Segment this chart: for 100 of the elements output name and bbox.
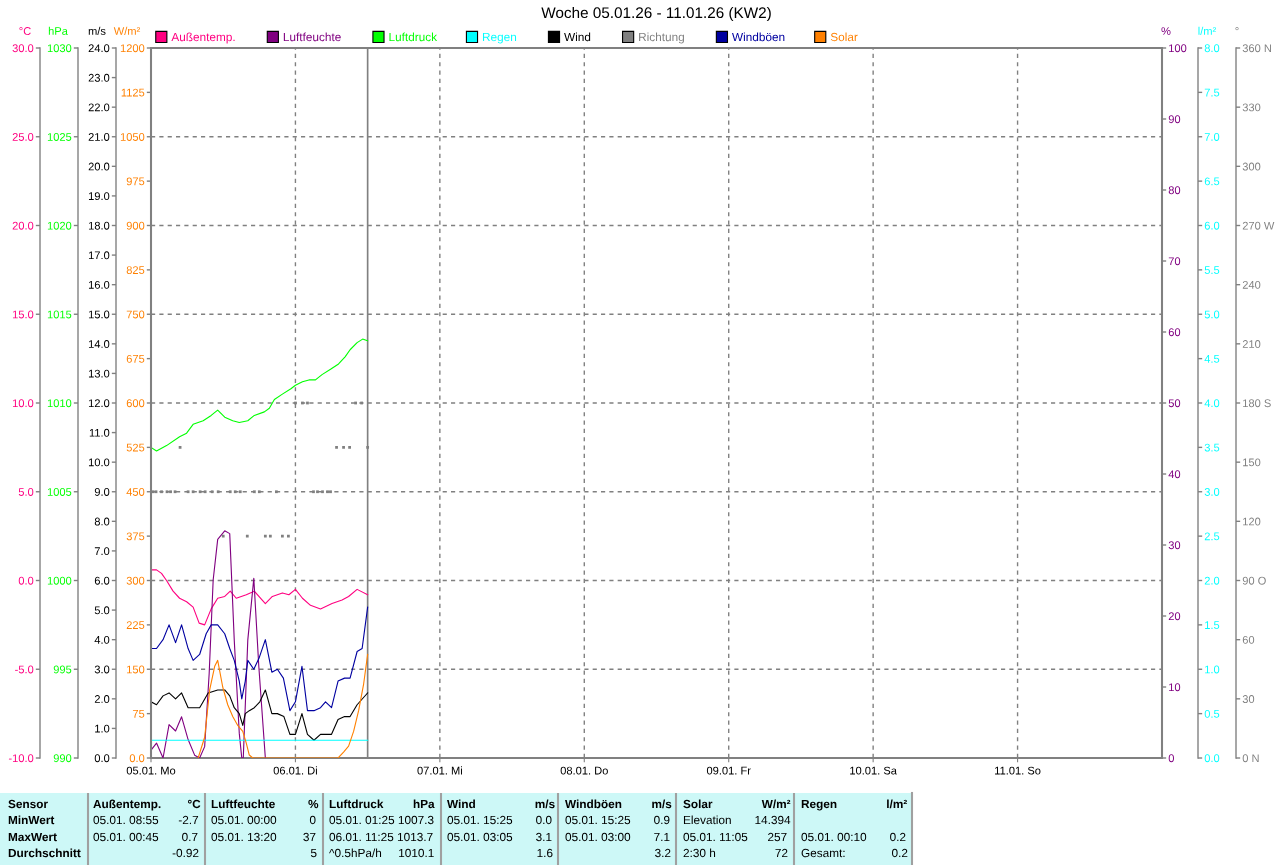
y-tick-label: 1.0: [95, 724, 110, 733]
point: [326, 490, 329, 494]
y-tick-label: 11.0: [89, 428, 110, 437]
text: Sensor: [8, 799, 48, 809]
y2-tick-label: 6.0: [1204, 221, 1220, 230]
y2-tick-label: 90: [1168, 115, 1181, 124]
point: [221, 534, 225, 538]
x-tick-label: 05.01. Mo: [126, 766, 176, 775]
y-tick-label: 22.0: [88, 103, 110, 112]
y3-tick-label: 240: [1242, 280, 1261, 289]
text: MaxWert: [8, 832, 57, 842]
y3-tick-label: 90 O: [1242, 576, 1266, 585]
text: 06.01. 11:25 1013.7: [329, 832, 433, 842]
x-tick-label: 09.01. Fr: [706, 766, 751, 775]
y-axis-title: W/m²: [113, 26, 141, 35]
y-tick-label: 750: [126, 310, 145, 319]
y2-tick-label: 1.0: [1205, 665, 1220, 674]
text: 1.6: [537, 848, 553, 858]
y-tick-label: 300: [126, 576, 145, 585]
text: 05.01. 00:45 0.7: [93, 832, 198, 842]
legend-label: Luftfeuchte: [283, 32, 341, 42]
point: [252, 490, 256, 494]
point: [210, 490, 214, 494]
legend-label: Wind: [564, 32, 591, 42]
y2-tick-label: 5.0: [1204, 310, 1220, 319]
y3-tick-label: 1030: [47, 44, 72, 53]
y-tick-label: 1050: [120, 133, 145, 141]
y-tick-label: 16.0: [88, 280, 110, 289]
text: 05.01. 11:05 257: [683, 832, 787, 842]
y-tick-label: 23.0: [88, 73, 110, 82]
y3-axis-title: hPa: [48, 26, 68, 35]
y2-tick-label: 70: [1168, 257, 1181, 266]
text: 05.01. 00:00 0: [211, 815, 316, 825]
y2-tick-label: 100: [1169, 44, 1187, 53]
text: 05.01. 01:25 1007.3: [329, 815, 434, 825]
y-tick-label: 10.0: [12, 399, 34, 408]
y3-axis-title: °: [1235, 27, 1239, 31]
text: 3.2: [655, 848, 671, 858]
y-tick-label: 150: [127, 665, 145, 674]
y-tick-label: 450: [126, 488, 145, 496]
y3-tick-label: 1005: [47, 488, 72, 496]
y-tick-label: 24.0: [88, 44, 110, 53]
text: Wind m/s: [447, 799, 555, 809]
y2-tick-label: 1.5: [1205, 621, 1220, 630]
y-tick-label: 13.0: [88, 369, 110, 378]
y2-tick-label: 6.5: [1204, 177, 1220, 186]
legend-label: Windböen: [732, 32, 785, 42]
y2-tick-label: 8.0: [1204, 44, 1220, 53]
x-tick-label: 10.01. Sa: [850, 766, 897, 775]
text: 05.01. 15:25 0.0: [447, 815, 552, 825]
y-axis-title: m/s: [88, 26, 106, 35]
text: Luftfeuchte %: [211, 799, 319, 809]
y3-tick-label: 60: [1242, 635, 1255, 644]
y2-axis-title: %: [1161, 27, 1171, 35]
point: [348, 445, 351, 449]
y-tick-label: 5.0: [94, 606, 110, 615]
y-tick-label: 5.0: [18, 488, 34, 496]
y-tick-label: 525: [126, 443, 145, 452]
y-tick-label: 4.0: [94, 635, 110, 644]
y2-axis-title: l/m²: [1198, 26, 1217, 35]
y-tick-label: 2.0: [94, 695, 110, 703]
y-tick-label: 17.0: [88, 251, 110, 260]
y3-tick-label: 1010: [47, 399, 72, 408]
y3-tick-label: 270 W: [1242, 221, 1275, 230]
y2-tick-label: 60: [1168, 328, 1181, 337]
y-tick-label: 0.0: [129, 754, 145, 763]
y-tick-label: 21.0: [88, 133, 110, 141]
point: [203, 490, 207, 494]
y3-tick-label: 0 N: [1242, 754, 1259, 763]
y2-tick-label: 0.5: [1204, 709, 1220, 718]
y3-tick-label: 300: [1242, 162, 1261, 171]
y3-tick-label: 30: [1242, 695, 1255, 703]
y3-tick-label: 210: [1242, 340, 1261, 348]
y3-tick-label: 995: [53, 665, 72, 674]
x-tick-label: 06.01. Di: [273, 766, 317, 775]
y-tick-label: 600: [126, 399, 145, 408]
y3-tick-label: 150: [1243, 458, 1261, 467]
text: 05.01. 03:05 3.1: [447, 832, 552, 842]
point: [245, 534, 249, 538]
y-tick-label: 20.0: [88, 162, 110, 171]
y-tick-label: 375: [126, 532, 145, 541]
y2-tick-label: 0.0: [1204, 754, 1220, 763]
y-tick-label: 18.0: [88, 221, 110, 230]
text: 05.01. 08:55 -2.7: [93, 815, 199, 825]
point: [321, 490, 324, 494]
y2-tick-label: 30: [1168, 541, 1181, 550]
y-tick-label: 25.0: [12, 133, 34, 141]
y3-tick-label: 1020: [47, 221, 72, 230]
text: Gesamt: 0.2: [801, 848, 908, 858]
chart-title: Woche 05.01.26 - 11.01.26 (KW2): [541, 6, 771, 22]
y-tick-label: 75: [132, 710, 145, 718]
legend-label: Außentemp.: [171, 32, 235, 44]
y-tick-label: 6.0: [94, 576, 110, 585]
y3-tick-label: 120: [1243, 517, 1261, 526]
text: 05.01. 00:10 0.2: [801, 832, 906, 842]
y-tick-label: 1200: [120, 44, 145, 53]
text: 05.01. 15:25 0.9: [565, 815, 670, 825]
point: [160, 490, 163, 494]
y2-tick-label: 40: [1168, 470, 1181, 479]
y2-tick-label: 7.5: [1204, 88, 1220, 97]
